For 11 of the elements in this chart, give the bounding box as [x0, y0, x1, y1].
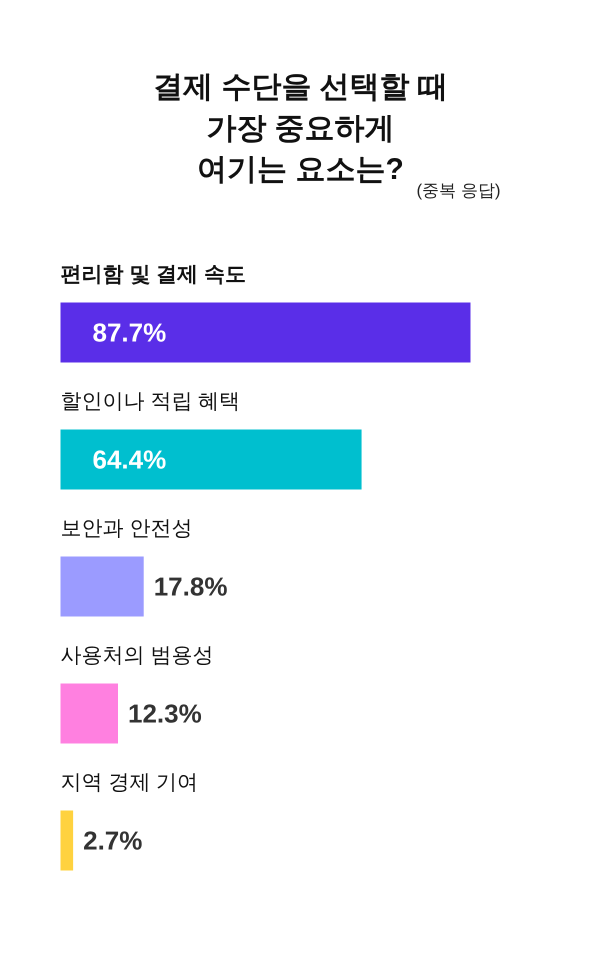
y-tick-label: 지역 경제 기여	[60, 771, 198, 794]
y-tick-label: 할인이나 적립 혜택	[60, 390, 240, 413]
data-label: 2.7%	[83, 826, 142, 856]
chart-subtitle: (중복 응답)	[416, 181, 500, 200]
data-label: 64.4%	[92, 444, 166, 474]
data-label: 87.7%	[92, 318, 166, 348]
y-tick-label: 보안과 안전성	[60, 517, 192, 540]
y-tick-label: 사용처의 범용성	[60, 644, 214, 667]
data-label: 12.3%	[128, 698, 202, 728]
data-label: 17.8%	[154, 572, 228, 602]
y-tick-label: 편리함 및 결제 속도	[60, 263, 246, 286]
